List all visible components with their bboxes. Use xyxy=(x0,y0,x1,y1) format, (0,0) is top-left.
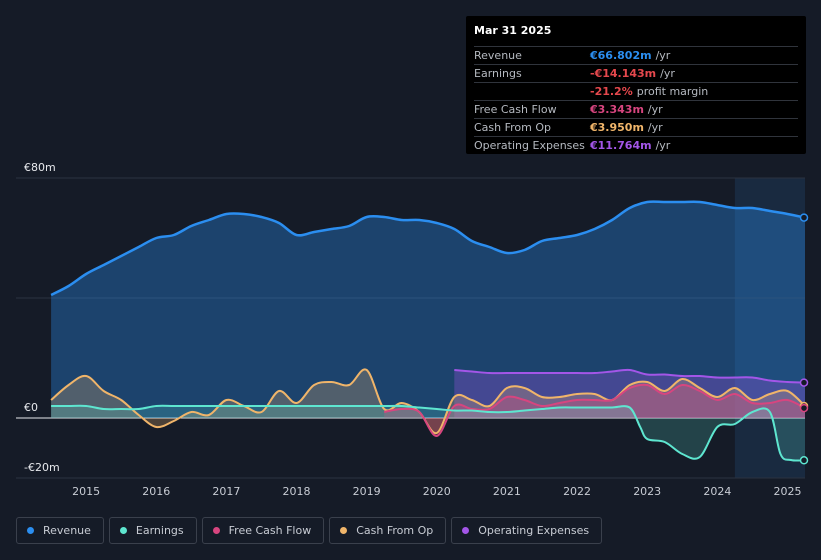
x-tick-label: 2020 xyxy=(423,485,451,498)
cash-from-op-area xyxy=(51,369,806,434)
x-tick-label: 2015 xyxy=(72,485,100,498)
earnings-end-marker xyxy=(799,456,809,465)
revenue-area xyxy=(51,201,806,418)
x-tick-label: 2016 xyxy=(142,485,170,498)
tooltip-unit: /yr xyxy=(647,121,663,134)
free-cash-flow-area xyxy=(384,384,805,437)
legend-label: Earnings xyxy=(135,524,184,537)
legend-dot-icon xyxy=(340,527,348,534)
free-cash-flow-end-marker xyxy=(799,403,809,413)
legend-dot-icon xyxy=(119,527,127,534)
legend-dot-icon xyxy=(27,527,34,534)
tooltip-row: -21.2% profit margin xyxy=(474,83,798,101)
tooltip-row: Cash From Op €3.950m/yr xyxy=(474,119,798,137)
tooltip-unit: /yr xyxy=(655,49,671,62)
operating-expenses-line xyxy=(454,368,806,384)
tooltip-label: Operating Expenses xyxy=(474,139,585,152)
operating-expenses-end-marker xyxy=(799,378,809,387)
legend-item-revenue[interactable]: Revenue xyxy=(16,517,104,544)
tooltip-label: Cash From Op xyxy=(474,121,552,134)
tooltip-label: Free Cash Flow xyxy=(474,103,557,116)
earnings-line xyxy=(51,404,806,462)
tooltip-row: Revenue €66.802m/yr xyxy=(474,47,798,65)
legend-label: Operating Expenses xyxy=(478,524,590,537)
chart-legend: Revenue Earnings Free Cash Flow Cash From O… xyxy=(16,517,603,544)
y-tick-label: €0 xyxy=(24,401,38,414)
tooltip-date: Mar 31 2025 xyxy=(474,24,798,47)
y-tick-label: -€20m xyxy=(24,461,60,474)
legend-dot-icon xyxy=(212,527,220,534)
tooltip-value: €3.343m xyxy=(590,103,644,116)
x-tick-label: 2022 xyxy=(563,485,591,498)
revenue-line xyxy=(50,200,806,297)
tooltip-label: Revenue xyxy=(474,49,522,62)
x-tick-label: 2025 xyxy=(773,485,801,498)
x-tick-label: 2017 xyxy=(212,485,240,498)
earnings-area xyxy=(51,405,806,461)
x-tick-label: 2019 xyxy=(353,485,381,498)
tooltip-row: Earnings -€14.143m/yr xyxy=(474,65,798,83)
x-tick-label: 2023 xyxy=(633,485,661,498)
x-tick-label: 2021 xyxy=(493,485,521,498)
legend-item-operating-expenses[interactable]: Operating Expenses xyxy=(451,517,603,544)
tooltip-label: Earnings xyxy=(474,67,522,80)
legend-dot-icon xyxy=(462,527,470,534)
x-tick-label: 2024 xyxy=(703,485,731,498)
tooltip-value: €11.764m xyxy=(590,139,652,152)
tooltip-row: Free Cash Flow €3.343m/yr xyxy=(474,101,798,119)
legend-label: Revenue xyxy=(43,524,91,537)
revenue-end-marker xyxy=(799,213,809,222)
tooltip-label xyxy=(474,83,590,100)
legend-item-free-cash-flow[interactable]: Free Cash Flow xyxy=(201,517,325,544)
tooltip-value: -21.2% xyxy=(590,85,633,98)
tooltip-value: -€14.143m xyxy=(590,67,657,80)
tooltip-unit: /yr xyxy=(660,67,675,80)
legend-label: Cash From Op xyxy=(356,524,434,537)
tooltip-value: €66.802m xyxy=(590,49,652,62)
legend-item-cash-from-op[interactable]: Cash From Op xyxy=(329,517,447,544)
tooltip-unit: /yr xyxy=(647,103,663,116)
legend-item-earnings[interactable]: Earnings xyxy=(108,517,197,544)
y-tick-label: €80m xyxy=(24,161,56,174)
forecast-highlight xyxy=(734,178,805,478)
legend-label: Free Cash Flow xyxy=(228,524,312,537)
tooltip-unit: /yr xyxy=(655,139,671,152)
free-cash-flow-line xyxy=(384,383,806,437)
tooltip-value: €3.950m xyxy=(590,121,644,134)
x-tick-label: 2018 xyxy=(283,485,311,498)
tooltip-unit: profit margin xyxy=(636,85,709,98)
tooltip-panel: Mar 31 2025 Revenue €66.802m/yr Earnings -€… xyxy=(466,16,806,154)
tooltip-row: Operating Expenses €11.764m/yr xyxy=(474,137,798,154)
